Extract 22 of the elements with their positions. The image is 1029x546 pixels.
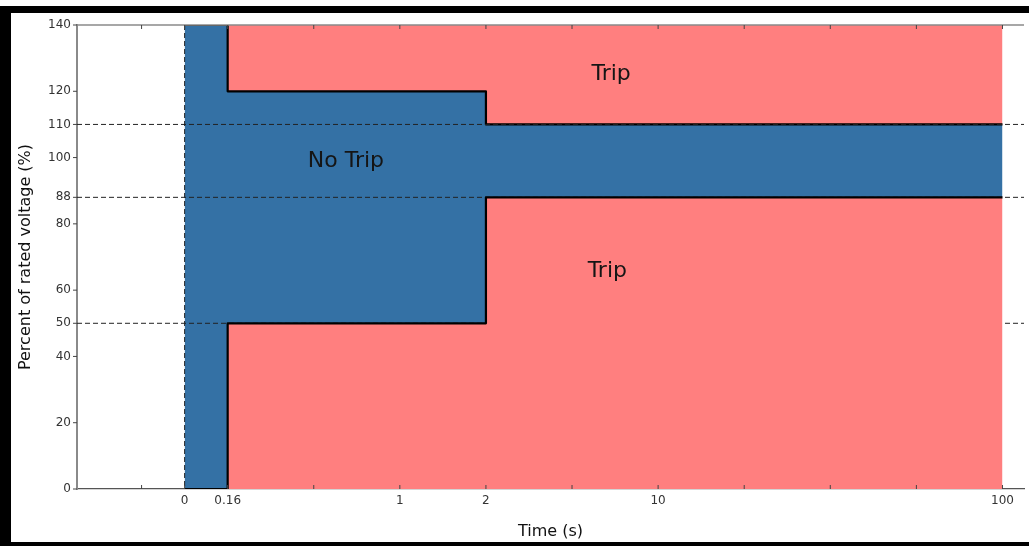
y-tick-label: 140 [48,17,71,32]
y-tick-label: 20 [55,414,71,429]
y-tick-label: 100 [48,149,71,164]
series-label: No Trip [307,146,385,172]
y-tick-label: 0 [63,481,71,496]
x-tick-label: 2 [482,493,490,508]
x-tick-label: 10 [650,493,666,508]
y-axis-title: Percent of rated voltage (%) [14,143,34,371]
series-label: Trip [590,60,631,86]
y-tick-label: 110 [48,116,71,131]
y-tick-label: 88 [55,189,71,204]
x-tick-label: 100 [991,493,1014,508]
x-tick-label: 1 [396,493,404,508]
x-tick-label: 0 [180,493,189,508]
y-tick-label: 120 [48,83,71,98]
y-tick-label: 40 [55,348,71,363]
y-tick-label: 50 [55,315,71,330]
series-label: Trip [586,257,627,283]
y-tick-label: 80 [55,215,71,230]
y-tick-label: 60 [55,282,71,297]
x-tick-label: 0.16 [214,493,242,508]
x-axis-title: Time (s) [516,520,584,540]
